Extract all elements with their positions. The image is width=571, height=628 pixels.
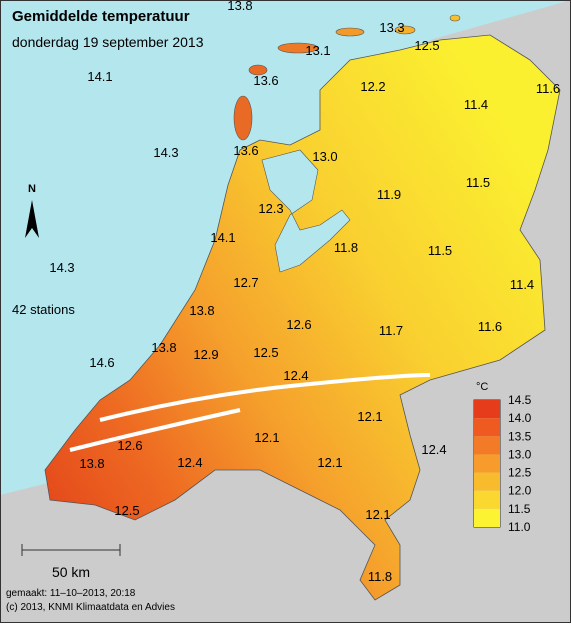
station-value: 12.3 (258, 201, 283, 216)
station-value: 11.6 (478, 319, 502, 334)
netherlands (44, 34, 561, 601)
compass-label: N (28, 183, 36, 195)
station-value: 12.1 (254, 430, 279, 445)
station-value: 12.5 (414, 38, 439, 53)
station-value: 13.1 (305, 43, 330, 58)
station-value: 13.8 (151, 340, 176, 355)
legend-band (474, 400, 500, 419)
legend-tick-label: 11.0 (508, 520, 531, 534)
legend-tick-label: 14.5 (508, 393, 532, 407)
legend-band (474, 436, 500, 455)
station-value: 12.5 (253, 345, 278, 360)
legend-band (474, 454, 500, 473)
legend-band (474, 490, 500, 509)
station-value: 13.8 (227, 0, 252, 13)
station-value: 12.1 (317, 455, 342, 470)
rivers (69, 373, 431, 452)
ijsselmeer (261, 149, 351, 273)
copyright: (c) 2013, KNMI Klimaatdata en Advies (6, 602, 175, 613)
legend-tick-label: 11.5 (508, 502, 531, 516)
station-value: 11.7 (379, 323, 403, 338)
legend-tick-label: 13.5 (508, 429, 532, 443)
station-value: 12.5 (114, 503, 139, 518)
legend-tick-label: 12.0 (508, 484, 532, 498)
compass-arrow (25, 200, 39, 238)
station-value: 12.6 (117, 438, 142, 453)
station-value: 13.8 (189, 303, 214, 318)
station-value: 12.9 (193, 347, 218, 362)
station-value: 14.6 (89, 355, 114, 370)
legend-tick-label: 12.5 (508, 466, 532, 480)
station-value: 12.1 (357, 409, 382, 424)
station-value: 13.8 (79, 456, 104, 471)
legend-band (474, 472, 500, 491)
legend-band (474, 418, 500, 437)
legend-band (474, 508, 500, 527)
station-value: 12.4 (421, 442, 446, 457)
station-value: 12.7 (233, 275, 258, 290)
station-value: 11.9 (377, 187, 401, 202)
made: gemaakt: 11–10–2013, 20:18 (6, 588, 136, 599)
station-value: 11.5 (428, 243, 452, 258)
station-value: 12.4 (283, 368, 308, 383)
station-value: 12.6 (286, 317, 311, 332)
legend-tick-label: 14.0 (508, 411, 532, 425)
station-value: 14.3 (153, 145, 178, 160)
station-count: 42 stations (12, 302, 75, 317)
station-value: 14.1 (87, 69, 112, 84)
station-value: 13.6 (253, 73, 278, 88)
title: Gemiddelde temperatuur (12, 8, 190, 25)
legend-unit: °C (476, 381, 488, 393)
station-value: 11.4 (510, 277, 534, 292)
station-value: 14.3 (49, 260, 74, 275)
station-value: 12.2 (360, 79, 385, 94)
station-value: 13.0 (312, 149, 337, 164)
legend-tick-label: 13.0 (508, 447, 532, 461)
scale-label: 50 km (52, 564, 90, 580)
station-value: 11.5 (466, 175, 490, 190)
station-value: 13.6 (233, 143, 258, 158)
station-value: 11.6 (536, 81, 560, 96)
station-value: 11.8 (368, 569, 392, 584)
station-value: 11.4 (464, 97, 488, 112)
station-value: 14.1 (210, 230, 235, 245)
station-value: 13.3 (379, 20, 404, 35)
station-value: 11.8 (334, 240, 358, 255)
wadden-islands (233, 14, 461, 141)
subtitle: donderdag 19 september 2013 (12, 34, 204, 50)
station-value: 12.4 (177, 455, 202, 470)
station-value: 12.1 (365, 507, 390, 522)
